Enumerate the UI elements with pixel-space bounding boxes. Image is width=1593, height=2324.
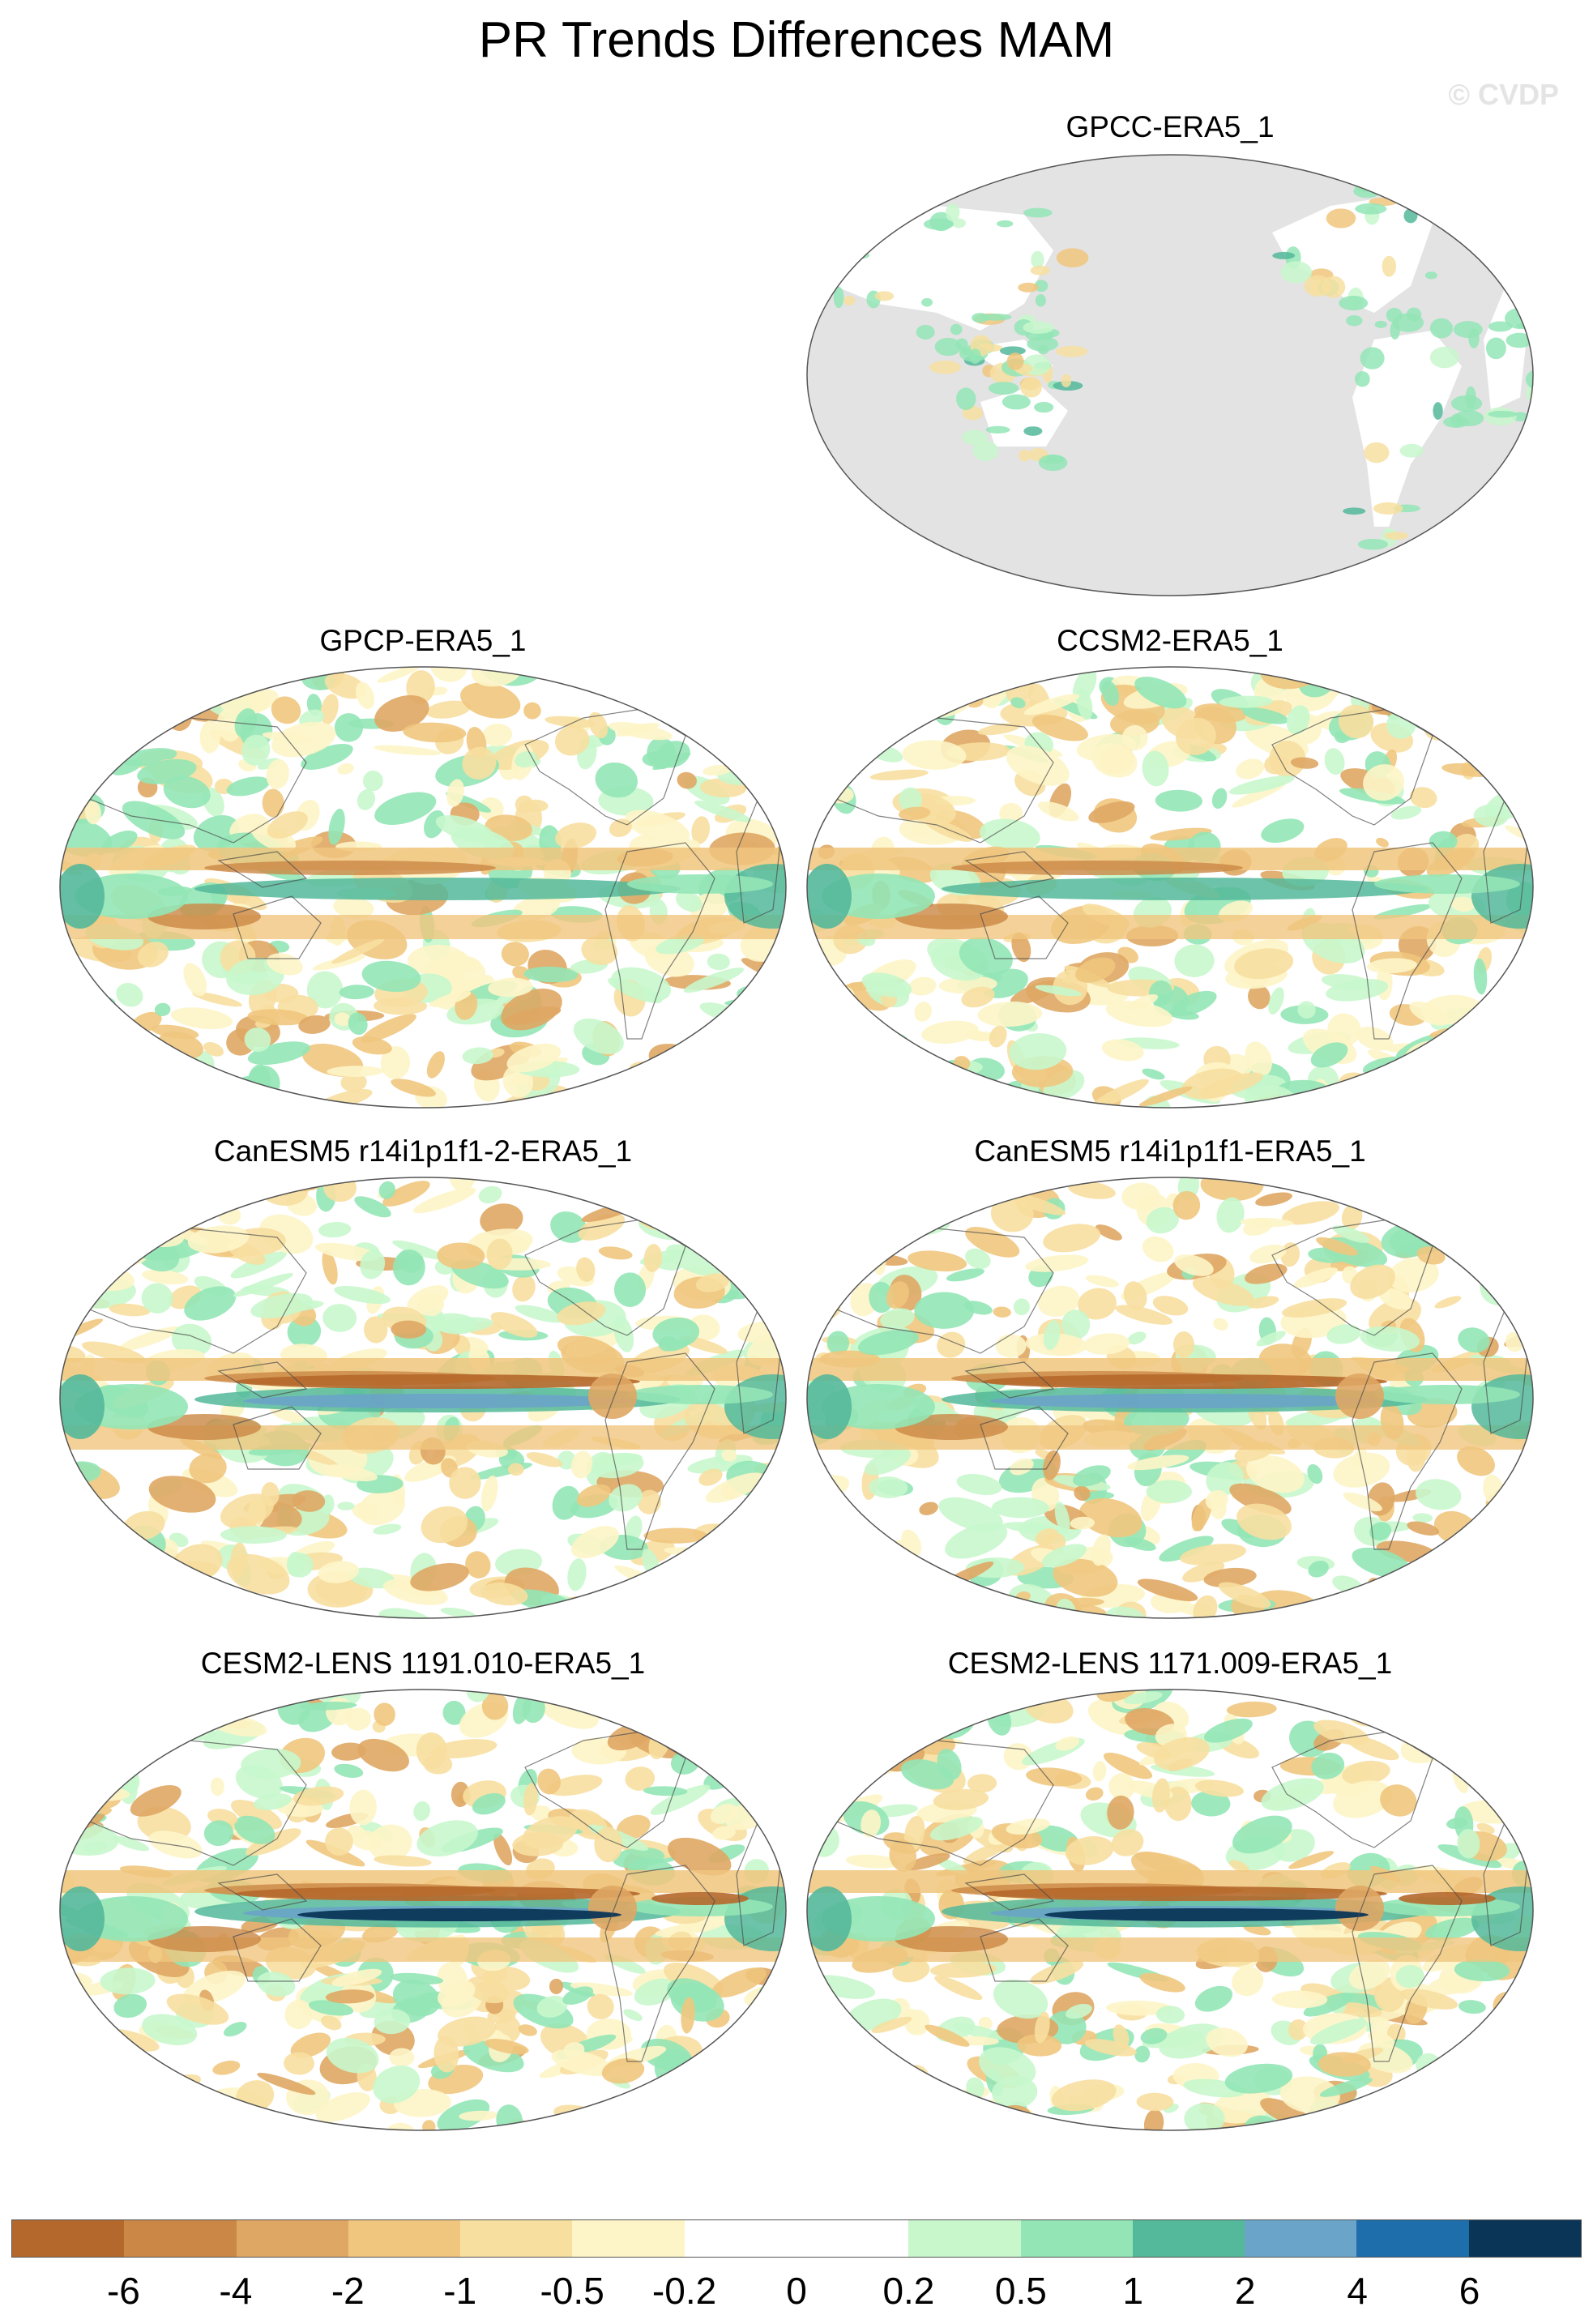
colorbar-tick-label: -2 [331, 2270, 365, 2312]
map-ccsm2 [806, 666, 1534, 1109]
colorbar-segment [236, 2220, 348, 2257]
colorbar-segment [796, 2220, 909, 2257]
colorbar-segment [1468, 2220, 1581, 2257]
colorbar [11, 2219, 1582, 2258]
colorbar-segment [908, 2220, 1021, 2257]
colorbar-segment [1356, 2220, 1469, 2257]
map-cesm2-1191 [59, 1689, 787, 2131]
colorbar-tick-label: 0 [786, 2270, 807, 2312]
colorbar-tick-label: -0.2 [651, 2270, 717, 2312]
colorbar-tick-label: -0.5 [540, 2270, 604, 2312]
colorbar-segment [348, 2220, 461, 2257]
figure-title: PR Trends Differences MAM [478, 12, 1115, 68]
colorbar-segment [12, 2220, 125, 2257]
colorbar-segment [1132, 2220, 1245, 2257]
colorbar-tick-label: 1 [1122, 2270, 1144, 2312]
map-canesm5-2 [59, 1177, 787, 1619]
panel-title-ccsm2: CCSM2-ERA5_1 [1057, 624, 1283, 657]
cvdp-watermark: © CVDP [1448, 78, 1559, 111]
colorbar-segment [124, 2220, 237, 2257]
colorbar-segment [1020, 2220, 1133, 2257]
colorbar-segment [684, 2220, 796, 2257]
map-canesm5 [806, 1177, 1534, 1619]
panel-title-cesm2-1191: CESM2-LENS 1191.010-ERA5_1 [200, 1647, 646, 1680]
colorbar-tick-label: 2 [1234, 2270, 1256, 2312]
colorbar-tick-label: 4 [1347, 2270, 1368, 2312]
colorbar-segment [1245, 2220, 1357, 2257]
map-gpcp [59, 666, 787, 1109]
colorbar-tick-label: 0.2 [882, 2270, 935, 2312]
map-gpcc [806, 154, 1534, 596]
panel-title-gpcp: GPCP-ERA5_1 [319, 624, 527, 657]
panel-title-canesm5: CanESM5 r14i1p1f1-ERA5_1 [974, 1134, 1366, 1168]
colorbar-segment [460, 2220, 573, 2257]
panel-title-gpcc: GPCC-ERA5_1 [1066, 110, 1275, 143]
panel-title-canesm5-2: CanESM5 r14i1p1f1-2-ERA5_1 [213, 1134, 633, 1168]
colorbar-segment [572, 2220, 685, 2257]
colorbar-tick-label: -4 [219, 2270, 253, 2312]
colorbar-tick-label: 0.5 [994, 2270, 1047, 2312]
colorbar-tick-label: -1 [443, 2270, 477, 2312]
panel-title-cesm2-1171: CESM2-LENS 1171.009-ERA5_1 [947, 1647, 1393, 1680]
colorbar-tick-label: 6 [1458, 2270, 1480, 2312]
colorbar-tick-label: -6 [106, 2270, 140, 2312]
map-cesm2-1171 [806, 1689, 1534, 2131]
